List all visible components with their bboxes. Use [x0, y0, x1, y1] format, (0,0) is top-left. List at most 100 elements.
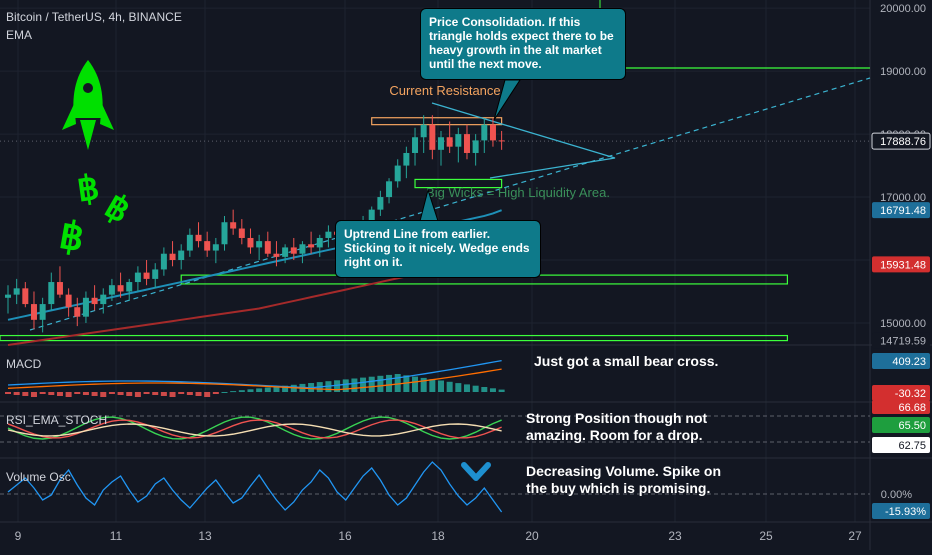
- candle: [143, 272, 150, 279]
- macd-line: [7, 359, 502, 389]
- x-tick-label: 9: [15, 529, 22, 543]
- macd-bar: [342, 379, 349, 392]
- candle: [134, 272, 141, 283]
- macd-bar: [429, 379, 436, 392]
- volume-osc-line: [7, 461, 503, 513]
- macd-bar: [351, 378, 358, 392]
- volume-value-label: -15.93%: [885, 506, 926, 518]
- stoch-label: 65.50: [898, 420, 926, 432]
- macd-bar: [377, 375, 384, 392]
- macd-value-label: 409.23: [892, 356, 926, 368]
- candle: [221, 222, 228, 245]
- bitcoin-glyph: ฿: [99, 187, 137, 231]
- macd-bar: [48, 392, 55, 395]
- candle: [299, 244, 306, 254]
- stoch-tag: [872, 400, 930, 414]
- macd-bar: [264, 387, 271, 392]
- macd-bar: [186, 392, 193, 395]
- price-tag: [871, 132, 931, 150]
- rocket-fin: [62, 104, 76, 130]
- candle: [455, 134, 462, 147]
- candle: [403, 152, 410, 166]
- volume-value-tag: [872, 503, 930, 519]
- macd-bar: [108, 392, 115, 394]
- macd-pane: 409.23 -30.32: [5, 353, 930, 401]
- rsi-line: [7, 423, 502, 437]
- price-tag-label: 14719.59: [880, 336, 926, 348]
- macd-bar: [169, 392, 176, 397]
- macd-bar: [230, 391, 237, 393]
- candle: [273, 253, 280, 257]
- candle: [238, 228, 245, 238]
- candle: [178, 250, 185, 261]
- chart-symbol-title: Bitcoin / TetherUS, 4h, BINANCE: [6, 10, 182, 24]
- macd-value-tag: [872, 353, 930, 369]
- candle: [13, 288, 20, 295]
- rocket-flame: [80, 120, 96, 150]
- x-tick-label: 11: [110, 529, 123, 543]
- macd-bar: [438, 380, 444, 392]
- macd-bar: [22, 392, 29, 396]
- candle: [264, 241, 271, 254]
- candle: [91, 297, 98, 305]
- macd-title: MACD: [6, 357, 42, 371]
- callout-pointer: [493, 79, 521, 121]
- candle: [316, 237, 323, 248]
- bitcoin-icon: ฿: [56, 214, 87, 260]
- candle: [160, 253, 167, 270]
- candle: [169, 253, 176, 261]
- x-tick-label: 13: [198, 529, 212, 543]
- candle: [30, 304, 37, 320]
- macd-bar: [386, 374, 393, 392]
- macd-bar: [446, 381, 453, 392]
- candle: [39, 304, 46, 320]
- macd-bar: [56, 392, 63, 396]
- macd-bar: [334, 380, 341, 392]
- bitcoin-icon: ฿: [75, 169, 102, 210]
- macd-bar: [238, 390, 245, 392]
- candle: [438, 137, 444, 150]
- stoch-tag: [872, 417, 930, 433]
- price-tag: [872, 256, 930, 273]
- x-tick-label: 25: [759, 529, 773, 543]
- candle: [412, 137, 419, 153]
- candle: [481, 124, 488, 141]
- macd-bar: [256, 388, 263, 392]
- candle: [108, 285, 115, 295]
- candle: [230, 222, 237, 229]
- x-tick-label: 23: [668, 529, 682, 543]
- rocket-icon: [62, 60, 114, 150]
- macd-bar: [152, 392, 159, 395]
- candle: [429, 124, 436, 150]
- price-axis-label: 17000.00: [880, 192, 926, 204]
- stoch-label: 62.75: [898, 440, 926, 452]
- price-tag-label: 16791.48: [880, 205, 926, 217]
- price-tag-label: 17888.76: [880, 136, 926, 148]
- candle: [56, 282, 63, 295]
- support-zone: [414, 178, 503, 189]
- candle: [394, 165, 401, 182]
- x-tick-label: 27: [848, 529, 862, 543]
- volume-osc-pane: 0.00% -15.93%: [0, 461, 930, 519]
- price-tag: [872, 202, 930, 219]
- macd-bar: [273, 386, 280, 392]
- chevron-down-icon: [461, 462, 491, 481]
- candle: [282, 247, 289, 257]
- stoch-note: Strong Position though not amazing. Room…: [526, 410, 708, 443]
- macd-bar: [247, 389, 254, 392]
- candle: [386, 181, 393, 198]
- macd-bar: [65, 392, 72, 397]
- candle: [472, 140, 479, 153]
- candle: [308, 244, 315, 248]
- candle: [74, 307, 81, 317]
- macd-bar: [212, 392, 219, 394]
- consolidation-callout: Price Consolidation. If this triangle ho…: [420, 8, 626, 80]
- candle: [420, 124, 427, 138]
- macd-bar: [39, 392, 46, 394]
- macd-bar: [455, 383, 462, 392]
- macd-bar: [221, 392, 228, 393]
- macd-bar: [178, 392, 185, 394]
- candle: [117, 285, 124, 292]
